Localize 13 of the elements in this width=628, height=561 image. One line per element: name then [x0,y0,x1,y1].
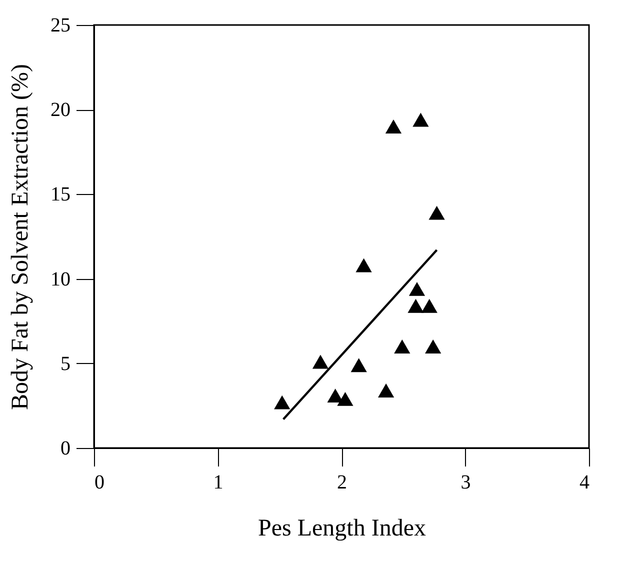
x-tick-label: 4 [580,472,590,494]
y-tick-label: 25 [50,14,70,36]
y-axis-title: Body Fat by Solvent Extraction (%) [8,64,34,410]
x-tick-label: 0 [94,472,104,494]
x-tick-label: 2 [337,472,347,494]
y-tick-label: 5 [60,352,70,375]
x-tick-label: 3 [460,472,471,494]
y-tick-label: 0 [60,438,70,460]
y-tick-label: 10 [50,268,70,290]
y-tick-label: 20 [50,99,70,122]
x-axis-title: Pes Length Index [258,516,426,542]
y-tick-label: 15 [50,184,70,206]
x-tick-label: 1 [213,472,224,494]
